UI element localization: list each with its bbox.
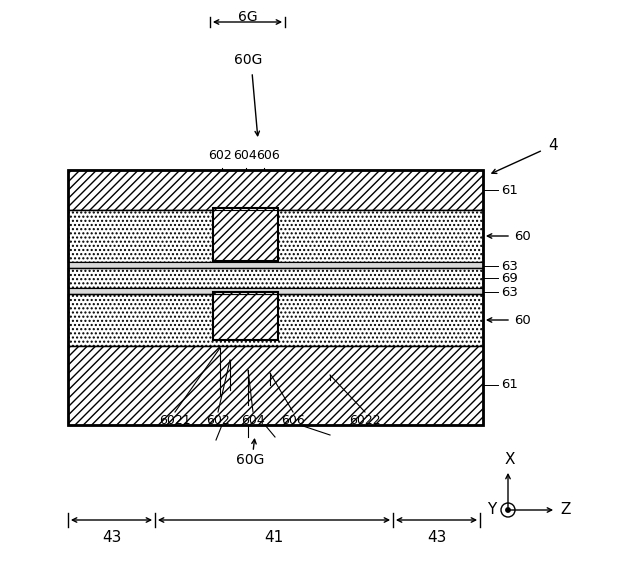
Text: 6022: 6022 bbox=[349, 413, 381, 427]
Text: 60: 60 bbox=[514, 229, 531, 243]
Text: 60G: 60G bbox=[234, 53, 262, 67]
Bar bbox=[68, 170, 483, 425]
Bar bbox=[68, 294, 483, 346]
Text: 606: 606 bbox=[256, 149, 280, 162]
Text: 602: 602 bbox=[208, 149, 232, 162]
Bar bbox=[213, 208, 278, 261]
Text: 63: 63 bbox=[501, 285, 518, 299]
Text: 41: 41 bbox=[264, 530, 284, 545]
Text: 60G: 60G bbox=[236, 453, 264, 467]
Text: Z: Z bbox=[561, 503, 571, 518]
Text: 602: 602 bbox=[206, 413, 230, 427]
Bar bbox=[68, 268, 483, 288]
Bar bbox=[68, 170, 483, 210]
Text: 6G: 6G bbox=[237, 10, 257, 24]
Circle shape bbox=[506, 508, 510, 512]
Bar bbox=[213, 292, 278, 340]
Text: 43: 43 bbox=[427, 530, 446, 545]
Text: 6021: 6021 bbox=[159, 413, 191, 427]
Text: 4: 4 bbox=[548, 137, 557, 152]
Text: 60: 60 bbox=[514, 313, 531, 327]
Bar bbox=[68, 262, 483, 268]
Text: 63: 63 bbox=[501, 259, 518, 273]
Bar bbox=[68, 346, 483, 425]
Text: 604: 604 bbox=[241, 413, 265, 427]
Bar bbox=[68, 288, 483, 294]
Text: 61: 61 bbox=[501, 184, 518, 196]
Text: 606: 606 bbox=[281, 413, 305, 427]
Text: X: X bbox=[505, 453, 515, 467]
Text: 604: 604 bbox=[233, 149, 257, 162]
Text: 61: 61 bbox=[501, 379, 518, 391]
Text: 43: 43 bbox=[102, 530, 121, 545]
Bar bbox=[68, 210, 483, 262]
Text: 69: 69 bbox=[501, 272, 518, 284]
Text: Y: Y bbox=[487, 503, 496, 518]
